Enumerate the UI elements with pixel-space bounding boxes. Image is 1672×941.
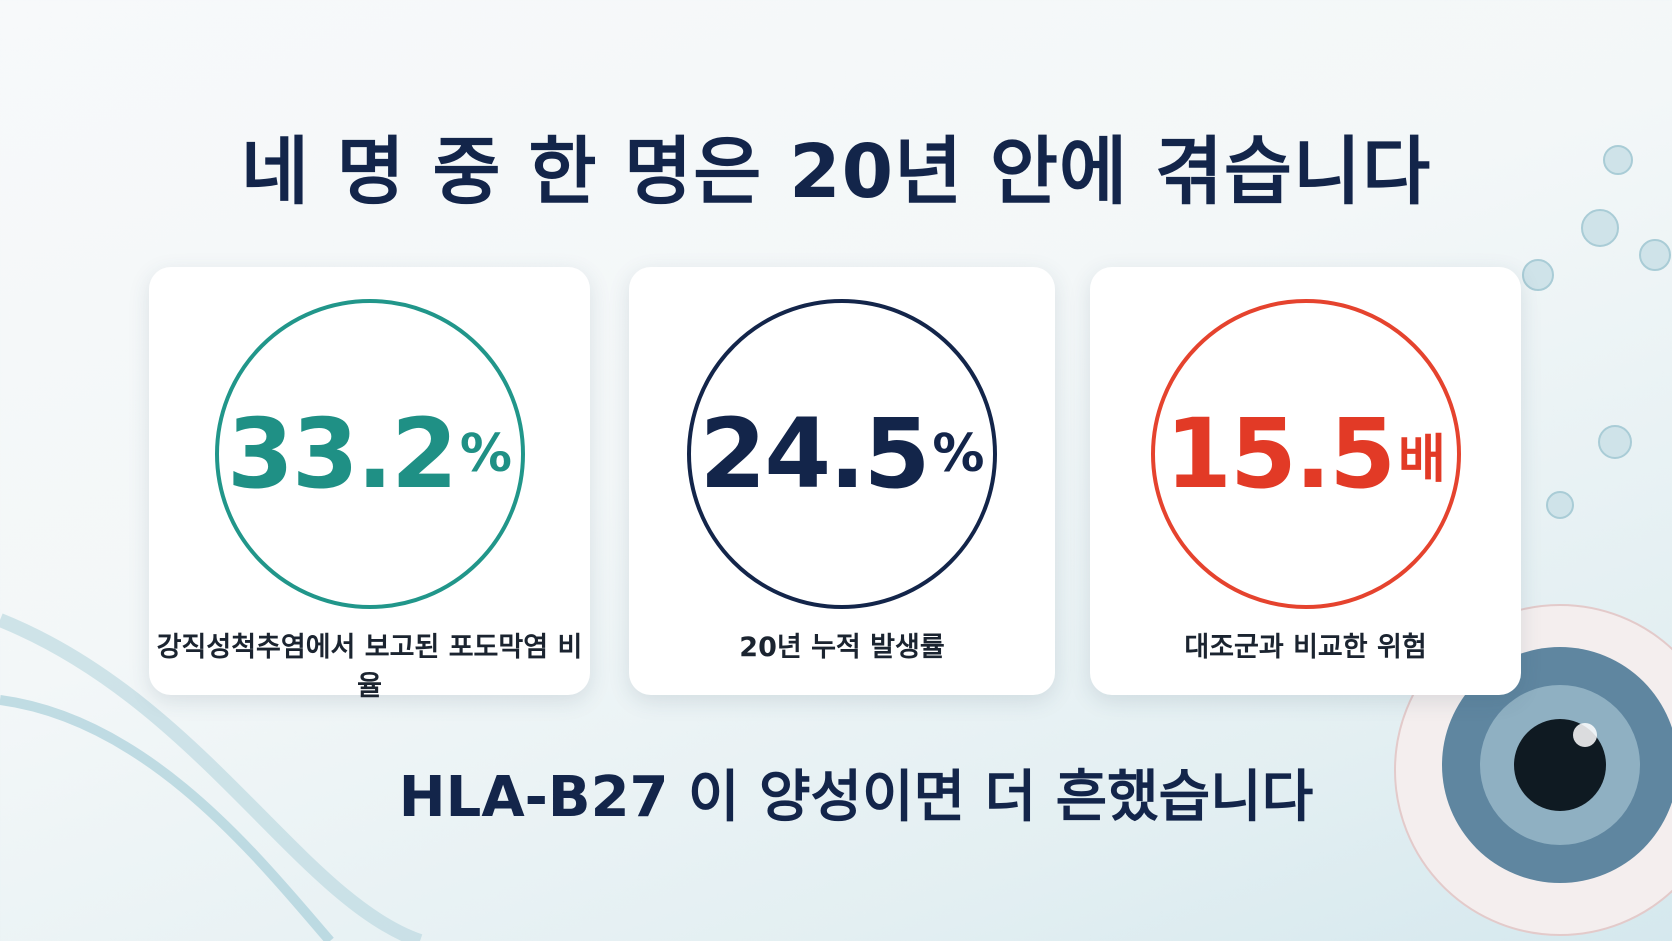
stat-value: 15.5 (1165, 398, 1396, 510)
stat-unit: % (932, 424, 985, 484)
stat-ring: 33.2% (214, 299, 525, 609)
stat-unit: % (459, 424, 512, 484)
stat-ring: 24.5% (687, 299, 997, 609)
title: 네 명 중 한 명은 20년 안에 겪습니다 (240, 129, 1432, 215)
stat-ring: 15.5 배 (1150, 299, 1461, 609)
stat-card: 15.5 배 대조군과 비교한 위험 (1090, 267, 1521, 695)
stat-value: 24.5 (699, 398, 931, 510)
footer-text: HLA-B27 이 양성이면 더 흔했습니다 (398, 765, 1314, 830)
stat-caption: 20년 누적 발생률 (739, 632, 945, 663)
stat-unit: 배 (1398, 429, 1446, 490)
stat-caption: 강직성척추염에서 보고된 포도막염 비율 (156, 632, 583, 702)
stat-card: 24.5% 20년 누적 발생률 (629, 267, 1055, 695)
stat-value: 33.2 (227, 398, 458, 510)
stat-caption: 대조군과 비교한 위험 (1184, 632, 1427, 663)
stat-card: 33.2% 강직성척추염에서 보고된 포도막염 비율 (149, 267, 590, 702)
